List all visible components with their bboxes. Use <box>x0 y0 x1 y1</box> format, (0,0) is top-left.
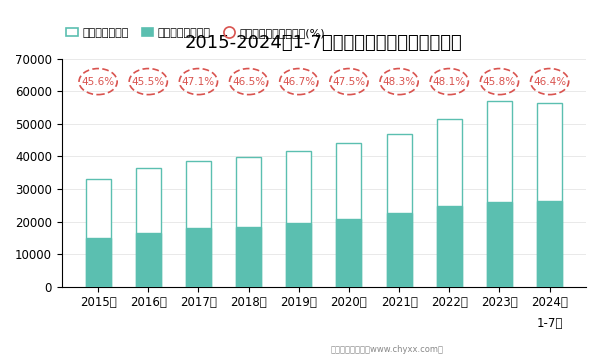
Text: 48.3%: 48.3% <box>383 77 416 87</box>
Text: 47.1%: 47.1% <box>182 77 215 87</box>
Bar <box>487 202 512 287</box>
Text: 46.7%: 46.7% <box>282 77 316 87</box>
Text: 1-7月: 1-7月 <box>537 317 563 330</box>
Text: 45.8%: 45.8% <box>483 77 516 87</box>
Bar <box>136 233 161 287</box>
Bar <box>136 168 161 287</box>
Legend: 总资产（亿元）, 流动资产（亿元）, 流动资产占总资产比率(%): 总资产（亿元）, 流动资产（亿元）, 流动资产占总资产比率(%) <box>62 23 329 42</box>
Bar <box>286 223 311 287</box>
Bar <box>186 228 211 287</box>
Bar <box>537 201 562 287</box>
Bar <box>437 206 462 287</box>
Text: 45.5%: 45.5% <box>132 77 165 87</box>
Bar <box>236 157 261 287</box>
Bar <box>386 213 412 287</box>
Text: 46.4%: 46.4% <box>533 77 566 87</box>
Bar <box>85 179 111 287</box>
Bar <box>85 237 111 287</box>
Bar <box>236 226 261 287</box>
Bar <box>337 143 361 287</box>
Title: 2015-2024年1-7月湖北省工业企业资产统计图: 2015-2024年1-7月湖北省工业企业资产统计图 <box>185 34 463 52</box>
Text: 46.5%: 46.5% <box>232 77 265 87</box>
Text: 48.1%: 48.1% <box>433 77 466 87</box>
Bar <box>286 151 311 287</box>
Text: 47.5%: 47.5% <box>332 77 365 87</box>
Text: 45.6%: 45.6% <box>82 77 115 87</box>
Bar <box>437 119 462 287</box>
Bar <box>337 219 361 287</box>
Bar <box>537 103 562 287</box>
Text: 制图：智研咨询（www.chyxx.com）: 制图：智研咨询（www.chyxx.com） <box>331 345 444 355</box>
Bar <box>487 101 512 287</box>
Bar <box>186 161 211 287</box>
Bar <box>386 134 412 287</box>
